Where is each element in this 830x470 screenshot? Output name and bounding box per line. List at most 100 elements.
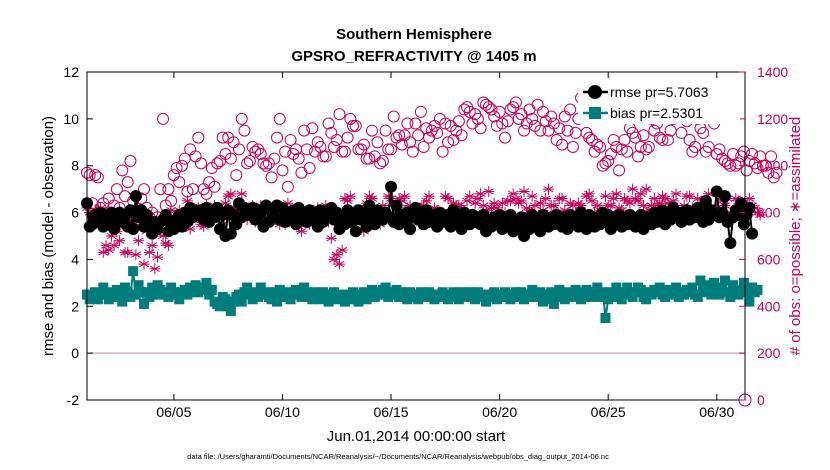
possible-obs-marker xyxy=(746,148,759,160)
possible-obs-marker xyxy=(602,155,615,168)
x-tick-label: 06/15 xyxy=(374,404,409,420)
bias-point xyxy=(709,277,720,288)
bias-point xyxy=(706,289,717,300)
assimilated-obs-marker xyxy=(504,195,516,207)
legend: rmse pr=5.7063 bias pr=2.5301 xyxy=(578,78,740,124)
possible-obs-marker xyxy=(303,162,316,175)
possible-obs-marker xyxy=(338,145,351,158)
assimilated-obs-marker xyxy=(97,246,109,258)
assimilated-obs-marker xyxy=(635,188,647,200)
possible-obs-marker xyxy=(192,131,205,144)
bias-point xyxy=(548,298,559,309)
bias-point xyxy=(741,287,752,298)
assimilated-obs-marker xyxy=(518,185,530,197)
possible-obs-marker xyxy=(759,159,772,172)
assimilated-obs-marker xyxy=(146,239,158,251)
possible-obs-marker xyxy=(737,145,750,158)
bias-point xyxy=(367,284,378,295)
bias-point xyxy=(559,294,570,305)
bias-point xyxy=(567,291,578,302)
x-tick-label: 06/05 xyxy=(156,404,191,420)
rmse-point xyxy=(108,222,121,235)
possible-obs-marker xyxy=(360,152,373,165)
data-file-footer: data file: /Users/gharamti/Documents/NCA… xyxy=(187,452,609,461)
bias-point xyxy=(554,284,565,295)
assimilated-obs-marker xyxy=(325,232,337,244)
possible-obs-marker xyxy=(675,126,688,139)
possible-obs-marker xyxy=(243,155,256,168)
x-axis-label: Jun.01,2014 00:00:00 start xyxy=(327,428,506,445)
possible-obs-marker xyxy=(485,103,498,116)
x-tick-label: 06/30 xyxy=(699,404,734,420)
possible-obs-marker xyxy=(545,110,558,123)
plot-frame xyxy=(86,71,746,401)
y-axis-right: 0 200 400 600 800 1000 1200 1400 # of obs: o=po… xyxy=(739,64,804,408)
bias-point xyxy=(201,277,212,288)
bias-point xyxy=(190,280,201,291)
bias-point xyxy=(255,282,266,293)
possible-obs-marker xyxy=(613,164,626,177)
bias-point xyxy=(247,294,258,305)
rmse-point xyxy=(743,201,756,214)
possible-obs-marker xyxy=(482,101,495,114)
bias-point xyxy=(242,282,253,293)
assimilated-obs-marker xyxy=(684,190,696,202)
assimilated-obs-marker xyxy=(515,195,527,207)
possible-obs-marker xyxy=(347,119,360,132)
bias-point xyxy=(603,294,614,305)
bias-point xyxy=(752,284,763,295)
bias-point xyxy=(578,291,589,302)
bias-point xyxy=(538,296,549,307)
x-tick-label: 06/10 xyxy=(265,404,300,420)
rmse-point xyxy=(404,222,417,235)
bias-point xyxy=(573,287,584,298)
bias-point xyxy=(489,287,500,298)
possible-obs-marker xyxy=(379,124,392,137)
possible-obs-marker xyxy=(110,183,123,196)
possible-obs-marker xyxy=(257,157,270,170)
possible-obs-marker xyxy=(170,162,183,175)
bias-point xyxy=(717,282,728,293)
possible-obs-marker xyxy=(276,164,289,177)
possible-obs-marker xyxy=(154,183,167,196)
possible-obs-marker xyxy=(216,131,229,144)
y-axis-right-ticks: 0 200 400 600 800 1000 1200 1400 xyxy=(739,64,788,408)
rmse-point xyxy=(390,199,403,212)
assimilated-obs-marker xyxy=(236,188,248,200)
assimilated-obs-marker xyxy=(464,190,476,202)
x-axis: 06/05 06/10 06/15 06/20 06/25 06/30 Jun.01,20… xyxy=(156,72,734,445)
assimilated-obs-marker xyxy=(610,188,622,200)
possible-obs-marker xyxy=(406,145,419,158)
assimilated-obs-marker xyxy=(162,239,174,251)
bias-point xyxy=(413,294,424,305)
legend-rmse-label: rmse pr=5.7063 xyxy=(610,84,709,100)
possible-obs-marker xyxy=(414,105,427,118)
assimilated-obs-marker xyxy=(540,193,552,205)
possible-obs-marker xyxy=(271,131,284,144)
bias-point xyxy=(147,282,158,293)
possible-obs-marker xyxy=(431,126,444,139)
bias-point xyxy=(133,280,144,291)
bias-point xyxy=(725,291,736,302)
possible-obs-marker xyxy=(314,140,327,153)
y-right-tick-label: 1200 xyxy=(757,111,788,127)
bias-point xyxy=(128,266,139,277)
y-axis-left: -2 0 2 4 6 8 10 12 rmse and bias (model - obser… xyxy=(40,64,93,408)
y-right-tick-label: 1400 xyxy=(757,64,788,80)
possible-obs-marker xyxy=(91,171,104,184)
assimilated-obs-marker xyxy=(586,195,598,207)
rmse-point xyxy=(699,194,712,207)
assimilated-obs-marker xyxy=(624,197,636,209)
bias-point xyxy=(668,289,679,300)
legend-item-bias: bias pr=2.5301 xyxy=(583,105,703,121)
bias-point xyxy=(671,282,682,293)
possible-obs-marker xyxy=(496,117,509,130)
bias-point xyxy=(546,287,557,298)
assimilated-obs-marker xyxy=(529,200,541,212)
possible-obs-marker xyxy=(420,122,433,135)
bias-point xyxy=(728,280,739,291)
assimilated-obs-marker xyxy=(670,188,682,200)
possible-obs-marker xyxy=(518,124,531,137)
possible-obs-marker xyxy=(656,133,669,146)
y-right-tick-label: 200 xyxy=(757,345,781,361)
